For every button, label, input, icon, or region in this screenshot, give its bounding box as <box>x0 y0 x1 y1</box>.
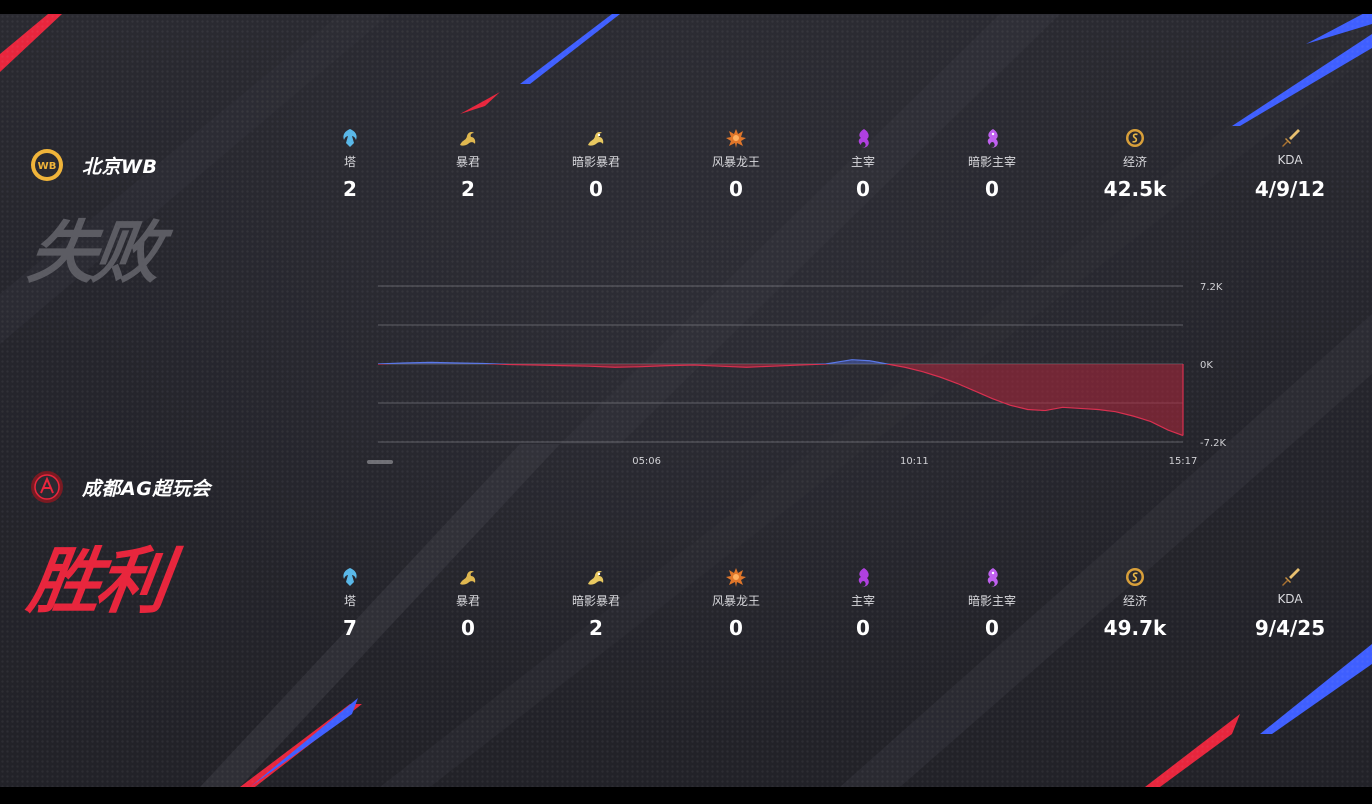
stat-label: 暗影主宰 <box>967 594 1016 608</box>
stat-label: 主宰 <box>850 155 875 169</box>
tyrant-icon <box>457 566 479 588</box>
chart-x-tick-label: 15:17 <box>1169 456 1198 467</box>
stat-label: 风暴龙王 <box>711 155 760 169</box>
stat-label: 暗影暴君 <box>571 594 620 608</box>
shadow-tyrant-icon <box>585 127 607 149</box>
team1-name: 北京WB <box>82 156 158 178</box>
shadow-tyrant-icon <box>585 566 607 588</box>
team2-stat-shadow-overlord: 暗影主宰 0 <box>932 566 1052 640</box>
stat-label: 风暴龙王 <box>711 594 760 608</box>
stat-value: 2 <box>343 177 357 201</box>
team1-stat-shadow-overlord: 暗影主宰 0 <box>932 127 1052 201</box>
team2-stat-storm-dragon: 风暴龙王 0 <box>676 566 796 640</box>
stat-label: 塔 <box>343 155 356 169</box>
tower-icon <box>339 127 361 149</box>
chart-y-tick-label: 0K <box>1200 360 1213 371</box>
ag-team-logo-icon <box>31 471 63 503</box>
team1-stat-overlord: 主宰 0 <box>803 127 923 201</box>
team1-stat-tyrant: 暴君 2 <box>408 127 528 201</box>
stat-value: 9/4/25 <box>1254 616 1326 640</box>
chart-x-tick-label: 10:11 <box>900 456 929 467</box>
stat-value: 2 <box>589 616 603 640</box>
stat-value: 42.5k <box>1103 177 1167 201</box>
chart-y-tick-label: 7.2K <box>1200 282 1223 293</box>
stat-value: 4/9/12 <box>1254 177 1326 201</box>
stat-value: 0 <box>729 616 743 640</box>
chart-y-tick-label: -7.2K <box>1200 438 1227 449</box>
team1-stat-gold: 经济 42.5k <box>1075 127 1195 201</box>
stat-label: KDA <box>1277 592 1303 606</box>
team1-stat-sword: KDA 4/9/12 <box>1230 127 1350 201</box>
stat-value: 7 <box>343 616 357 640</box>
chart-line-red <box>378 364 1183 437</box>
team2-stat-gold: 经济 49.7k <box>1075 566 1195 640</box>
stat-value: 0 <box>856 177 870 201</box>
team2-stat-overlord: 主宰 0 <box>803 566 923 640</box>
stat-label: 暗影暴君 <box>571 155 620 169</box>
stat-value: 0 <box>461 616 475 640</box>
stat-label: 暴君 <box>455 155 480 169</box>
stat-label: 暴君 <box>455 594 480 608</box>
stat-value: 2 <box>461 177 475 201</box>
shadow-overlord-icon <box>981 127 1003 149</box>
match-result-screen: WB 北京WB 失败 成都AG超玩会 胜利 塔 2 暴君 2 暗影暴君 0 风暴龙王 0 主宰 0… <box>0 14 1372 787</box>
stat-label: KDA <box>1277 153 1303 167</box>
storm-dragon-icon <box>725 127 747 149</box>
stat-label: 塔 <box>343 594 356 608</box>
overlord-icon <box>852 127 874 149</box>
tyrant-icon <box>457 127 479 149</box>
stat-label: 经济 <box>1122 594 1147 608</box>
stat-value: 0 <box>856 616 870 640</box>
chart-area-red <box>378 364 1183 436</box>
stat-value: 0 <box>985 616 999 640</box>
team2-stat-shadow-tyrant: 暗影暴君 2 <box>536 566 656 640</box>
overlord-icon <box>852 566 874 588</box>
sword-icon <box>1279 566 1301 588</box>
gold-icon <box>1124 566 1146 588</box>
team1-stat-storm-dragon: 风暴龙王 0 <box>676 127 796 201</box>
stat-value: 49.7k <box>1103 616 1167 640</box>
wb-team-logo-icon: WB <box>31 149 63 181</box>
chart-start-tick-marker <box>367 460 393 464</box>
shadow-overlord-icon <box>981 566 1003 588</box>
chart-line-blue <box>378 359 891 364</box>
stat-label: 经济 <box>1122 155 1147 169</box>
storm-dragon-icon <box>725 566 747 588</box>
stat-label: 暗影主宰 <box>967 155 1016 169</box>
gold-difference-chart: 7.2K 0K -7.2K 05:06 10:11 15:17 <box>367 282 1227 467</box>
svg-text:WB: WB <box>38 161 57 172</box>
team2-stat-sword: KDA 9/4/25 <box>1230 566 1350 640</box>
stat-value: 0 <box>729 177 743 201</box>
team2-stat-tyrant: 暴君 0 <box>408 566 528 640</box>
team2-name: 成都AG超玩会 <box>82 478 211 500</box>
tower-icon <box>339 566 361 588</box>
stat-value: 0 <box>985 177 999 201</box>
sword-icon <box>1279 127 1301 149</box>
stat-label: 主宰 <box>850 594 875 608</box>
team1-stat-shadow-tyrant: 暗影暴君 0 <box>536 127 656 201</box>
gold-icon <box>1124 127 1146 149</box>
stat-value: 0 <box>589 177 603 201</box>
chart-area-blue <box>378 359 1183 364</box>
chart-x-tick-label: 05:06 <box>632 456 661 467</box>
